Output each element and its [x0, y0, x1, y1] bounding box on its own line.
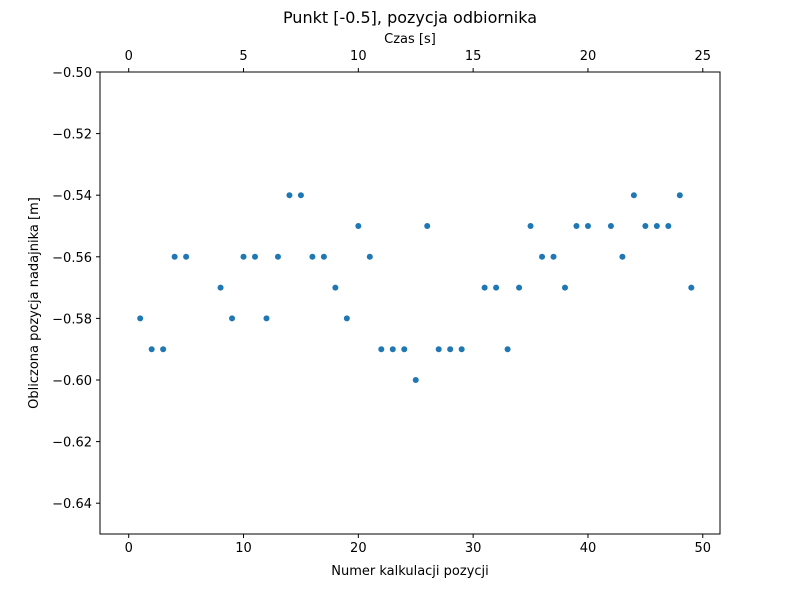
data-point [619, 253, 626, 260]
data-point [550, 253, 557, 260]
y-tick-label: −0.52 [52, 128, 92, 143]
x-tick-label: 40 [580, 541, 597, 556]
y-tick-label: −0.50 [52, 66, 92, 81]
data-point [435, 346, 442, 353]
y-tick-label: −0.54 [52, 189, 92, 204]
plot-area: 0 10 20 30 40 50 0 5 10 15 20 25 −0.50 −0.52 −0.54 −0.5… [52, 49, 711, 556]
data-point [573, 223, 580, 229]
x-tick-label: 10 [235, 541, 252, 556]
x2-tick-label: 10 [350, 49, 367, 64]
x2-tick-label: 15 [465, 49, 482, 64]
data-point [458, 346, 465, 353]
x2-tick-label: 20 [580, 49, 597, 64]
y-tick-label: −0.64 [52, 497, 92, 512]
data-point [263, 315, 270, 322]
data-point [688, 284, 695, 291]
data-point [653, 223, 660, 229]
x2-axis-label: Czas [s] [384, 32, 436, 47]
data-point [504, 346, 511, 353]
y-axis-label: Obliczona pozycja nadajnika [m] [27, 197, 42, 409]
data-point [332, 284, 339, 291]
data-point [160, 346, 167, 353]
data-point [447, 346, 454, 353]
data-point [343, 315, 350, 322]
data-point [309, 253, 316, 260]
data-point [676, 192, 683, 199]
x-axis-label: Numer kalkulacji pozycji [331, 564, 489, 579]
data-point [665, 223, 672, 229]
y-tick-label: −0.58 [52, 312, 92, 327]
data-point [171, 253, 178, 260]
chart-title: Punkt [-0.5], pozycja odbiornika [283, 8, 537, 27]
data-point [527, 223, 534, 229]
data-point [137, 315, 144, 322]
y-tick-label: −0.56 [52, 251, 92, 266]
data-point [607, 223, 614, 229]
data-point [389, 346, 396, 353]
data-point [481, 284, 488, 291]
x2-tick-label: 25 [695, 49, 712, 64]
data-point [516, 284, 523, 291]
data-point [630, 192, 637, 199]
data-point [274, 253, 281, 260]
data-point [252, 253, 258, 260]
x-tick-label: 50 [695, 541, 712, 556]
data-point [217, 284, 224, 291]
data-point [584, 223, 591, 229]
x-tick-label: 0 [125, 541, 133, 556]
plot-frame [99, 71, 721, 535]
data-point [562, 284, 568, 291]
y-tick-label: −0.60 [52, 374, 92, 389]
data-point [493, 284, 500, 291]
data-point [240, 253, 247, 260]
data-point [366, 253, 373, 260]
x2-tick-label: 0 [125, 49, 133, 64]
x2-tick-label: 5 [239, 49, 247, 64]
data-point [424, 223, 431, 229]
data-point [539, 253, 546, 260]
data-point [286, 192, 293, 199]
data-point [148, 346, 155, 353]
x-tick-label: 20 [350, 541, 367, 556]
data-point [183, 253, 190, 260]
data-point [355, 223, 362, 229]
data-point [412, 377, 419, 383]
data-point [297, 192, 304, 199]
data-point [378, 346, 385, 353]
y-tick-label: −0.62 [52, 436, 92, 451]
x-tick-label: 30 [465, 541, 482, 556]
data-point [229, 315, 236, 322]
data-point [320, 253, 327, 260]
data-point [642, 223, 649, 229]
data-point [401, 346, 408, 353]
